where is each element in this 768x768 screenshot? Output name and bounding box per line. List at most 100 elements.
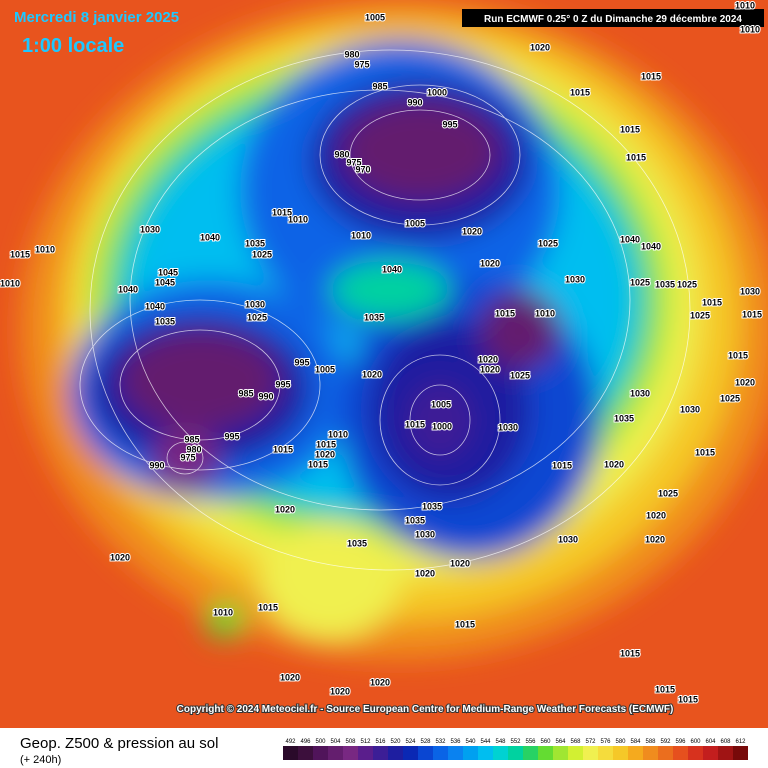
pressure-label: 990 bbox=[258, 391, 273, 401]
pressure-label: 985 bbox=[238, 388, 253, 398]
pressure-label: 1015 bbox=[455, 619, 475, 629]
pressure-label: 995 bbox=[442, 119, 457, 129]
pressure-label: 1005 bbox=[365, 12, 385, 22]
pressure-label: 1035 bbox=[245, 238, 265, 248]
pressure-label: 1025 bbox=[630, 277, 650, 287]
pressure-label: 1015 bbox=[728, 350, 748, 360]
pressure-label: 1025 bbox=[252, 249, 272, 259]
scale-cell bbox=[523, 746, 538, 760]
pressure-label: 980 bbox=[344, 49, 359, 59]
pressure-label: 1030 bbox=[558, 534, 578, 544]
scale-label: 544 bbox=[480, 739, 491, 745]
pressure-label: 1020 bbox=[280, 672, 300, 682]
scale-cell bbox=[673, 746, 688, 760]
pressure-label: 1015 bbox=[316, 439, 336, 449]
footer-title: Geop. Z500 & pression au sol bbox=[20, 735, 218, 752]
scale-label: 528 bbox=[420, 739, 431, 745]
scale-label: 600 bbox=[690, 739, 701, 745]
pressure-label: 1030 bbox=[140, 224, 160, 234]
scale-label: 524 bbox=[405, 739, 416, 745]
pressure-label: 980 bbox=[186, 444, 201, 454]
pressure-label: 1010 bbox=[535, 308, 555, 318]
scale-cell bbox=[688, 746, 703, 760]
pressure-labels: 1005102098097598510009909951015101510151… bbox=[0, 0, 763, 705]
scale-label: 548 bbox=[495, 739, 506, 745]
scale-label: 492 bbox=[285, 739, 296, 745]
pressure-label: 1025 bbox=[538, 238, 558, 248]
scale-label: 552 bbox=[510, 739, 521, 745]
pressure-label: 1005 bbox=[315, 364, 335, 374]
run-box bbox=[462, 9, 764, 27]
scale-label: 568 bbox=[570, 739, 581, 745]
pressure-label: 1020 bbox=[315, 449, 335, 459]
scale-label: 612 bbox=[735, 739, 746, 745]
pressure-label: 1020 bbox=[275, 504, 295, 514]
scale-label: 584 bbox=[630, 739, 641, 745]
pressure-label: 1010 bbox=[213, 607, 233, 617]
pressure-label: 1020 bbox=[735, 377, 755, 387]
scale-label: 520 bbox=[390, 739, 401, 745]
scale-cell bbox=[643, 746, 658, 760]
pressure-label: 995 bbox=[275, 379, 290, 389]
scale-cell bbox=[553, 746, 568, 760]
pressure-label: 1025 bbox=[677, 279, 697, 289]
scale-cell bbox=[448, 746, 463, 760]
pressure-label: 1045 bbox=[158, 267, 178, 277]
scale-cell bbox=[613, 746, 628, 760]
scale-label: 604 bbox=[705, 739, 716, 745]
map-title: Mercredi 8 janvier 2025 bbox=[14, 9, 179, 26]
scale-label: 560 bbox=[540, 739, 551, 745]
pressure-label: 1030 bbox=[680, 404, 700, 414]
pressure-label: 995 bbox=[294, 357, 309, 367]
pressure-label: 1015 bbox=[626, 152, 646, 162]
pressure-label: 1020 bbox=[362, 369, 382, 379]
pressure-label: 985 bbox=[184, 434, 199, 444]
pressure-label: 1010 bbox=[328, 429, 348, 439]
scale-label: 580 bbox=[615, 739, 626, 745]
scale-cell bbox=[733, 746, 748, 760]
pressure-label: 1035 bbox=[614, 413, 634, 423]
pressure-label: 1025 bbox=[247, 312, 267, 322]
pressure-label: 1020 bbox=[370, 677, 390, 687]
pressure-label: 1015 bbox=[695, 447, 715, 457]
pressure-label: 1040 bbox=[382, 264, 402, 274]
pressure-label: 1035 bbox=[655, 279, 675, 289]
scale-label: 536 bbox=[450, 739, 461, 745]
pressure-label: 1000 bbox=[427, 87, 447, 97]
pressure-label: 1015 bbox=[641, 71, 661, 81]
scale-cell bbox=[478, 746, 493, 760]
pressure-label: 975 bbox=[180, 452, 195, 462]
scale-cell bbox=[328, 746, 343, 760]
pressure-label: 1020 bbox=[530, 42, 550, 52]
scale-label: 592 bbox=[660, 739, 671, 745]
pressure-label: 985 bbox=[372, 81, 387, 91]
pressure-label: 1010 bbox=[351, 230, 371, 240]
pressure-label: 1035 bbox=[347, 538, 367, 548]
pressure-label: 1015 bbox=[495, 308, 515, 318]
pressure-label: 1015 bbox=[678, 694, 698, 704]
pressure-label: 1025 bbox=[720, 393, 740, 403]
pressure-label: 1010 bbox=[740, 24, 760, 34]
scale-cell bbox=[388, 746, 403, 760]
pressure-label: 1030 bbox=[565, 274, 585, 284]
copyright: Copyright © 2024 Meteociel.fr - Source E… bbox=[177, 704, 674, 715]
pressure-label: 980 bbox=[334, 149, 349, 159]
scale-label: 564 bbox=[555, 739, 566, 745]
pressure-label: 1010 bbox=[735, 0, 755, 10]
pressure-label: 1020 bbox=[480, 258, 500, 268]
scale-cell bbox=[373, 746, 388, 760]
pressure-label: 1030 bbox=[630, 388, 650, 398]
pressure-label: 975 bbox=[346, 157, 361, 167]
scale-label: 540 bbox=[465, 739, 476, 745]
pressure-label: 1020 bbox=[330, 686, 350, 696]
scale-cell bbox=[433, 746, 448, 760]
scale-label: 576 bbox=[600, 739, 611, 745]
pressure-label: 1020 bbox=[478, 354, 498, 364]
pressure-label: 1030 bbox=[740, 286, 760, 296]
scale-cell bbox=[283, 746, 298, 760]
scale-label: 496 bbox=[300, 739, 311, 745]
pressure-label: 1020 bbox=[450, 558, 470, 568]
scale-cell bbox=[658, 746, 673, 760]
pressure-label: 975 bbox=[354, 59, 369, 69]
pressure-label: 1025 bbox=[658, 488, 678, 498]
